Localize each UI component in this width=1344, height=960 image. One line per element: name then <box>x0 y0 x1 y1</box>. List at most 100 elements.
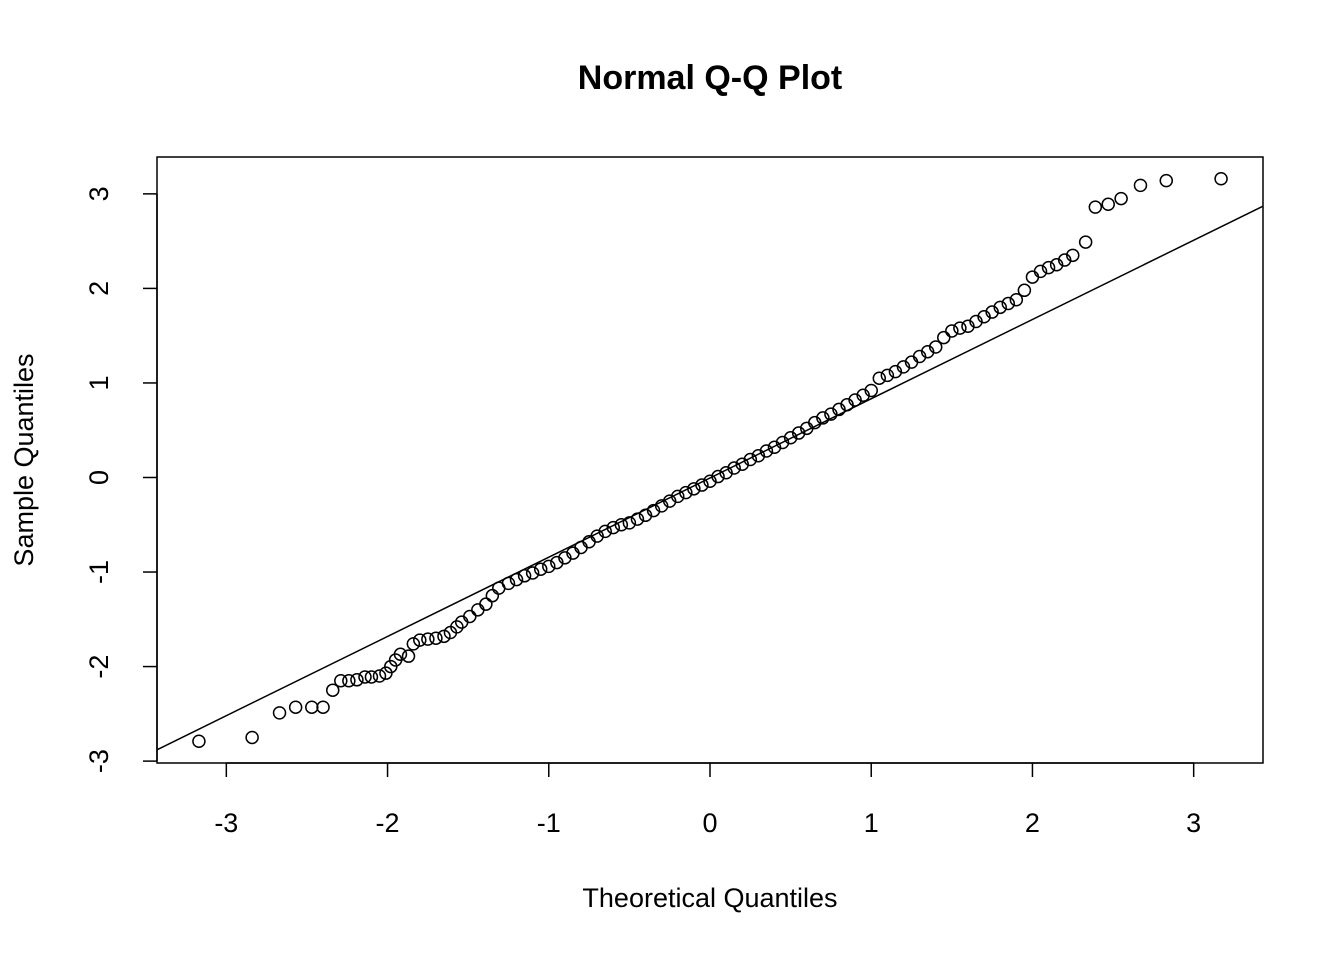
point <box>272 706 287 720</box>
x-tick-label: 0 <box>702 808 717 838</box>
point <box>471 603 485 617</box>
x-tick-label: 3 <box>1186 808 1201 838</box>
point <box>550 555 564 570</box>
point <box>316 700 330 714</box>
y-tick-label: -1 <box>84 560 114 584</box>
point <box>364 670 379 684</box>
point <box>775 435 790 450</box>
point <box>832 402 846 417</box>
reference-line <box>156 205 1264 751</box>
point <box>463 609 477 624</box>
point <box>1001 296 1016 311</box>
point <box>401 649 416 663</box>
point <box>1033 264 1048 279</box>
point <box>928 340 943 354</box>
point <box>824 407 838 421</box>
point <box>350 673 364 687</box>
x-tick-label: -3 <box>214 808 238 838</box>
point <box>872 371 887 385</box>
point <box>912 349 927 364</box>
y-tick-label: 3 <box>84 186 114 201</box>
point <box>654 499 669 513</box>
point <box>743 452 758 467</box>
point <box>614 518 629 532</box>
x-tick-label: -1 <box>537 808 561 838</box>
point <box>880 368 895 383</box>
point <box>393 647 408 662</box>
point <box>485 588 500 603</box>
point <box>1041 260 1056 275</box>
point <box>542 559 556 574</box>
y-tick-label: 0 <box>84 470 114 485</box>
y-axis-label: Sample Quantiles <box>9 353 39 566</box>
point <box>1133 178 1148 193</box>
point <box>1066 248 1080 263</box>
point <box>1159 173 1174 188</box>
x-tick-label: 1 <box>864 808 879 838</box>
point <box>1049 258 1064 272</box>
point <box>1214 171 1228 186</box>
point <box>856 388 870 402</box>
chart-title: Normal Q-Q Plot <box>578 59 842 97</box>
point <box>1025 270 1040 284</box>
point <box>1009 293 1024 307</box>
point <box>558 551 572 565</box>
point <box>888 364 903 379</box>
point <box>305 700 319 714</box>
point <box>1088 200 1103 214</box>
point <box>1017 283 1032 298</box>
point <box>1114 191 1128 206</box>
point <box>342 674 356 688</box>
y-tick-label: 2 <box>84 281 114 296</box>
point <box>808 415 822 430</box>
point <box>767 440 782 454</box>
point <box>1057 253 1072 267</box>
point <box>606 520 621 535</box>
point <box>985 305 999 319</box>
point <box>646 503 661 518</box>
point <box>937 330 951 345</box>
x-tick-label: 2 <box>1025 808 1040 838</box>
point <box>406 637 421 651</box>
point <box>969 314 983 329</box>
point <box>791 426 806 440</box>
x-tick-label: -2 <box>376 808 400 838</box>
x-axis-label: Theoretical Quantiles <box>582 883 837 913</box>
point <box>759 444 774 458</box>
point <box>953 321 967 335</box>
point <box>783 431 798 445</box>
point <box>977 310 991 324</box>
point <box>358 670 372 684</box>
y-tick-label: -2 <box>84 655 114 679</box>
point <box>533 562 548 576</box>
point <box>192 734 206 749</box>
point <box>920 345 935 359</box>
plot-frame <box>156 156 1264 764</box>
point <box>945 324 959 338</box>
point <box>727 461 741 475</box>
point <box>598 524 612 539</box>
point <box>437 629 451 644</box>
point <box>245 730 259 745</box>
point <box>479 597 493 611</box>
point <box>334 674 348 688</box>
point <box>413 633 427 647</box>
point <box>1101 197 1115 212</box>
point <box>961 319 975 333</box>
point <box>993 300 1007 315</box>
point <box>454 615 469 629</box>
point <box>896 360 911 374</box>
point <box>525 566 540 580</box>
y-tick-label: -3 <box>84 749 114 773</box>
point <box>421 632 435 646</box>
point <box>288 700 303 714</box>
point <box>372 669 387 683</box>
point <box>429 631 443 645</box>
point <box>450 620 464 634</box>
point <box>751 448 766 463</box>
y-tick-label: 1 <box>84 375 114 390</box>
point <box>816 411 830 425</box>
point <box>864 383 878 398</box>
point <box>1078 235 1093 249</box>
